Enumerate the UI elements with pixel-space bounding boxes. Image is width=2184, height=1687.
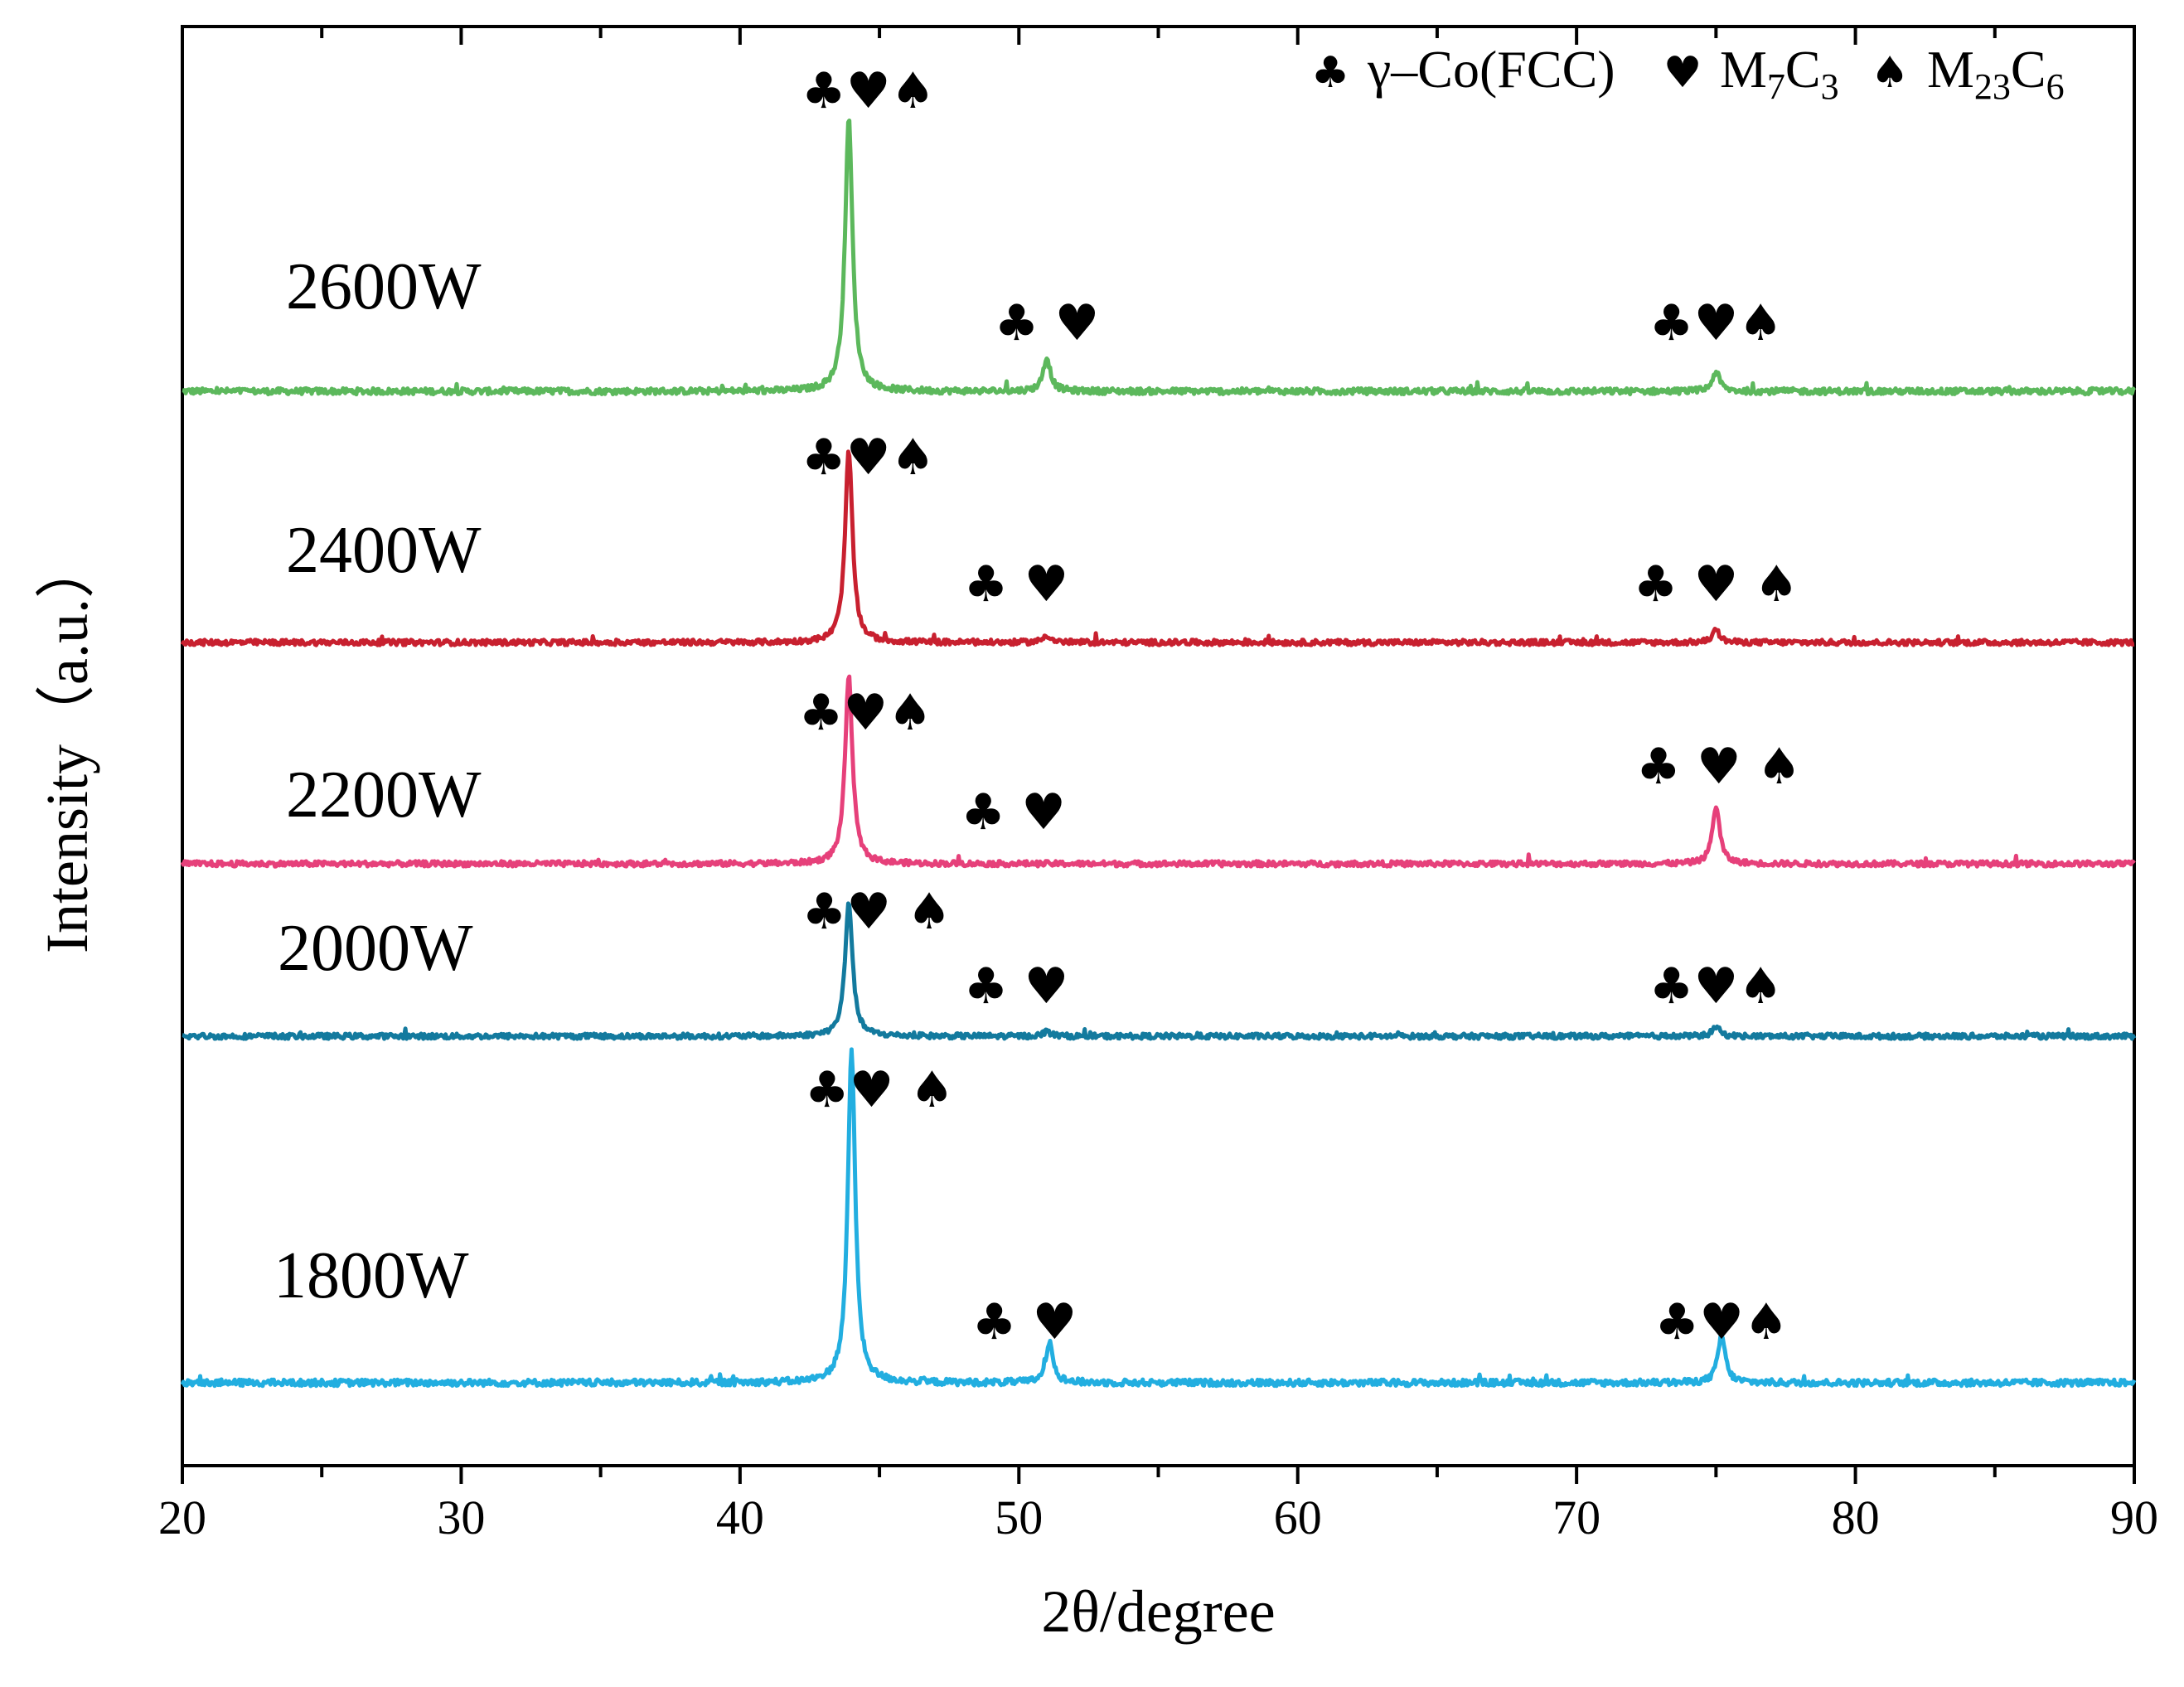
y-axis-title: Intensity（a.u.） <box>34 539 100 953</box>
phase-marker: ♣♥♠ <box>799 684 932 742</box>
series-label: 2600W <box>286 250 482 323</box>
phase-marker: ♣ ♥ ♠ <box>1634 555 1799 613</box>
legend-label: M23C6 <box>1927 40 2065 107</box>
plot-frame <box>181 25 2136 1467</box>
x-tick-label: 80 <box>1832 1491 1880 1544</box>
series-line-2400W <box>180 449 2136 647</box>
legend-label: M7C3 <box>1720 40 1839 107</box>
series-line-2200W <box>180 674 2136 869</box>
series-label: 1800W <box>274 1239 469 1312</box>
x-tick-label: 60 <box>1274 1491 1322 1544</box>
phase-marker: ♣♥♠ <box>801 62 935 120</box>
x-tick-label: 20 <box>158 1491 206 1544</box>
phase-marker: ♣♥♠ <box>1649 957 1783 1016</box>
legend-label: γ–Co(FCC) <box>1367 40 1615 99</box>
x-tick-label: 50 <box>995 1491 1043 1544</box>
phase-marker: ♣ ♥ <box>995 294 1100 352</box>
x-tick-label: 30 <box>437 1491 485 1544</box>
series-line-1800W <box>180 1047 2137 1389</box>
spade-icon: ♠ <box>1871 48 1910 98</box>
series-label: 2400W <box>286 514 482 587</box>
phase-marker: ♣♥ ♠ <box>805 1061 954 1119</box>
phase-marker: ♣♥♠ <box>1649 294 1783 352</box>
series-line-2600W <box>181 119 2137 397</box>
series-line-2000W <box>181 901 2137 1041</box>
x-axis-title: 2θ/degree <box>1041 1578 1275 1645</box>
series-label: 2000W <box>278 912 473 985</box>
phase-marker: ♣♥♠ <box>801 429 935 487</box>
phase-marker: ♣♥ ♠ <box>801 883 951 941</box>
phase-marker: ♣ ♥ ♠ <box>1636 738 1802 796</box>
x-tick-label: 70 <box>1552 1491 1600 1544</box>
x-tick-label: 90 <box>2110 1491 2158 1544</box>
phase-marker: ♣ ♥ <box>972 1293 1077 1351</box>
phase-marker: ♣ ♥ <box>964 957 1069 1016</box>
phase-marker: ♣ ♥ <box>964 555 1069 613</box>
x-tick-label: 40 <box>716 1491 764 1544</box>
heart-icon: ♥ <box>1663 48 1702 98</box>
phase-marker: ♣ ♥ <box>961 783 1066 841</box>
series-label: 2200W <box>286 759 482 831</box>
phase-marker: ♣♥♠ <box>1654 1293 1788 1351</box>
club-icon: ♣ <box>1311 48 1350 98</box>
